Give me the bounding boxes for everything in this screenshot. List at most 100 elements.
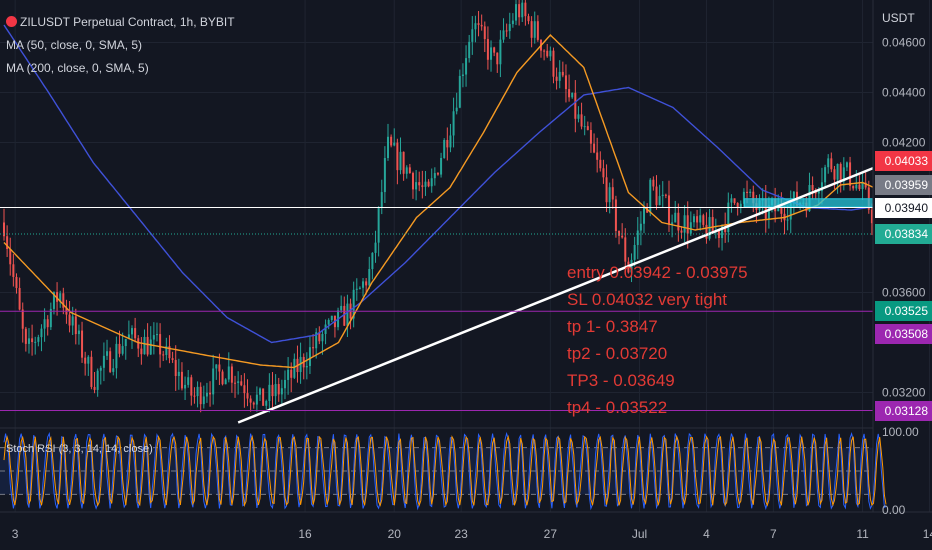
candle-body (593, 143, 596, 153)
candle-body (568, 89, 571, 98)
candle-body (243, 385, 246, 394)
candle-body (62, 293, 65, 308)
candle-body (589, 129, 592, 144)
candle-body (262, 388, 265, 406)
candle-body (418, 182, 421, 186)
candle-body (255, 394, 258, 405)
candle-body (736, 203, 739, 208)
candle-body (702, 215, 705, 225)
entry-zone (743, 198, 873, 208)
candle-body (486, 39, 489, 60)
candle-body (633, 244, 636, 260)
candle-body (580, 114, 583, 127)
candle-body (205, 392, 208, 397)
candle-body (77, 330, 80, 335)
candle-body (808, 185, 811, 212)
candle-body (115, 343, 118, 369)
candle-body (711, 217, 714, 232)
candle-body (93, 386, 96, 390)
rsi-tick-label: 100.00 (882, 425, 919, 439)
candle-body (496, 52, 499, 65)
symbol-title: ZILUSDT Perpetual Contract, 1h, BYBIT (20, 15, 235, 29)
candle-body (218, 364, 221, 372)
note-tp4: tp4 - 0.03522 (567, 398, 668, 417)
candle-body (230, 366, 233, 383)
candle-body (836, 163, 839, 180)
candle-body (618, 231, 621, 236)
candle-body (696, 216, 699, 223)
date-tick-label: 4 (703, 527, 710, 541)
price-tick-label: 0.04400 (882, 86, 926, 100)
candle-body (727, 202, 730, 233)
candle-body (721, 226, 724, 239)
stoch-rsi-legend[interactable]: Stoch RSI (3, 3, 14, 14, close) (6, 443, 153, 455)
candle-body (283, 379, 286, 389)
candle-body (393, 142, 396, 146)
candle-body (855, 184, 858, 189)
candle-body (177, 371, 180, 377)
candle-body (683, 215, 686, 233)
candle-body (471, 29, 474, 42)
date-tick-label: 16 (298, 527, 312, 541)
candle-body (490, 47, 493, 60)
candle-body (561, 71, 564, 76)
candle-body (193, 395, 196, 397)
price-tick-label: 0.03200 (882, 386, 926, 400)
candle-body (474, 23, 477, 30)
candle-body (143, 336, 146, 355)
candle-body (518, 4, 521, 18)
ma200-line (3, 24, 873, 344)
candle-body (56, 292, 59, 302)
candle-body (37, 337, 40, 342)
note-tp2: tp2 - 0.03720 (567, 344, 668, 363)
candle-body (767, 205, 770, 219)
candle-body (424, 181, 427, 187)
candle-body (789, 203, 792, 220)
candle-body (308, 347, 311, 366)
candle-body (692, 216, 695, 223)
candle-body (330, 315, 333, 320)
candle-body (124, 338, 127, 347)
candle-body (677, 212, 680, 231)
ma50-legend[interactable]: MA (50, close, 0, SMA, 5) (6, 38, 142, 52)
note-tp3: TP3 - 0.03649 (567, 371, 675, 390)
note-stop-loss: SL 0.04032 very tight (567, 290, 728, 309)
candle-body (639, 223, 642, 231)
candle-body (343, 305, 346, 326)
candle-body (265, 400, 268, 406)
candle-body (99, 367, 102, 371)
candle-body (240, 381, 243, 386)
candle-body (658, 196, 661, 206)
candle-body (599, 159, 602, 169)
candle-body (112, 368, 115, 372)
candle-body (387, 136, 390, 158)
candle-body (68, 314, 71, 326)
price-tick-label: 0.03600 (882, 286, 926, 300)
candle-body (511, 20, 514, 25)
candle-body (742, 191, 745, 204)
candle-body (764, 199, 767, 219)
ma50-label: MA (50, close, 0, SMA, 5) (6, 38, 143, 52)
price-badge-level: 0.03940 (875, 198, 932, 218)
candle-body (352, 289, 355, 319)
candle-body (40, 328, 43, 338)
candle-body (102, 355, 105, 368)
candle-body (505, 30, 508, 32)
candle-body (655, 186, 658, 206)
candle-body (571, 92, 574, 98)
candle-body (780, 203, 783, 214)
candle-body (246, 393, 249, 399)
candle-body (455, 107, 458, 112)
candle-body (686, 215, 689, 234)
candle-body (824, 167, 827, 183)
candle-body (96, 370, 99, 390)
candle-body (749, 191, 752, 193)
candle-body (430, 178, 433, 187)
ma200-legend[interactable]: MA (200, close, 0, SMA, 5) (6, 61, 149, 75)
candle-body (305, 365, 308, 368)
candle-body (661, 194, 664, 197)
candle-body (858, 184, 861, 190)
candle-body (327, 319, 330, 325)
price-tick-label: 0.04600 (882, 36, 926, 50)
